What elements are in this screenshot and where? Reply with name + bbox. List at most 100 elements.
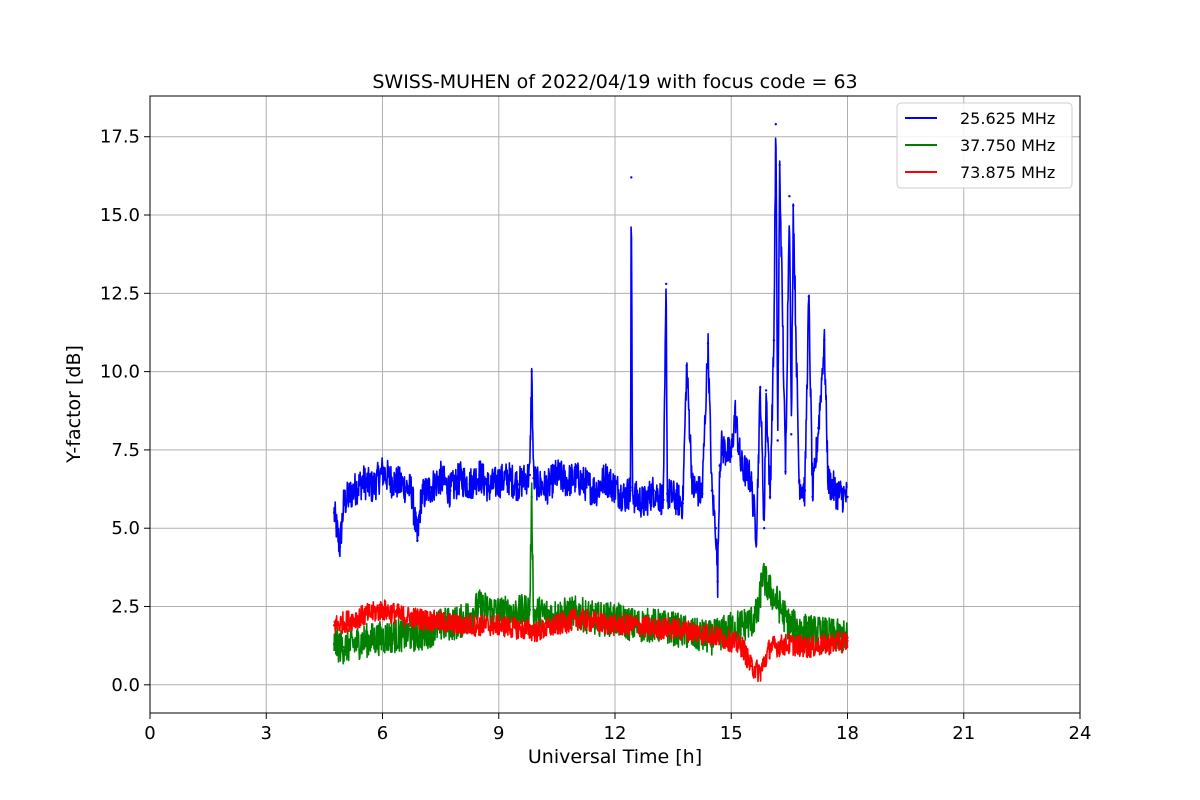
y-axis-title: Y-factor [dB] [63,345,85,464]
data-point [623,495,626,499]
data-point [803,489,807,492]
data-point [710,633,714,636]
data-point [691,486,694,489]
data-point [652,489,655,492]
data-point [487,486,491,489]
chart-title: SWISS-MUHEN of 2022/04/19 with focus cod… [372,71,857,93]
data-point [671,495,675,499]
data-point [774,123,777,126]
data-point [792,204,795,207]
data-point [478,605,481,608]
legend-label-25625: 25.625 MHz [960,109,1055,128]
x-tick-label: 12 [604,723,627,744]
data-point [631,486,634,489]
data-point [361,614,365,618]
data-point [807,646,810,649]
data-point [478,624,481,627]
data-point [400,614,404,618]
data-point [846,495,849,499]
data-point [739,464,743,467]
series-layer [332,123,849,683]
data-point [846,639,849,643]
data-point [790,433,793,436]
data-point [565,480,568,483]
data-point [507,476,510,480]
data-point [400,633,404,636]
data-point [400,483,404,486]
data-point [532,476,535,480]
data-point [536,483,539,486]
data-point [784,470,787,473]
data-point [749,476,752,480]
data-point [718,464,721,467]
data-point [706,342,710,345]
data-point [633,495,636,499]
data-point [332,642,336,646]
y-tick-label: 2.5 [111,597,140,618]
x-tick-label: 6 [377,723,388,744]
data-point [797,480,801,483]
legend-box [896,102,1073,189]
data-point [352,489,355,492]
data-point [768,589,772,593]
y-tick-label: 15.0 [100,205,140,226]
data-point [691,630,694,633]
x-tick-label: 3 [261,723,272,744]
series-line-73875 [333,599,849,683]
data-point [497,611,500,614]
y-tick-label: 17.5 [100,127,140,148]
data-point [772,339,776,342]
data-point [613,486,617,489]
data-point [788,195,791,198]
data-point [528,608,531,611]
data-point [613,624,617,627]
data-point [604,476,607,480]
data-point [332,511,336,514]
data-point [768,646,772,649]
data-point [342,646,345,649]
y-tick-label: 0.0 [111,675,140,696]
data-point [685,364,688,367]
data-point [381,636,384,639]
data-point [594,621,597,624]
x-tick-label: 0 [144,723,155,744]
data-point [710,489,714,492]
data-point [342,502,345,505]
data-point [788,624,791,627]
y-tick-label: 12.5 [100,283,140,304]
data-point [733,411,737,414]
data-point [497,624,500,627]
data-point [701,492,704,495]
data-point [478,473,481,477]
data-point [420,617,423,621]
data-point [817,426,820,430]
data-point [555,624,559,627]
y-tick-label: 5.0 [111,518,140,539]
x-tick-label: 24 [1069,723,1092,744]
data-point [516,627,520,630]
data-point [764,389,768,392]
x-tick-label: 18 [836,723,859,744]
data-point [652,627,655,630]
series-line-37750 [333,482,849,665]
data-point [361,639,365,643]
data-point [836,492,839,495]
data-point [530,495,533,499]
data-point [826,642,830,646]
data-point [807,295,810,298]
data-point [575,476,578,480]
data-point [749,621,752,624]
x-tick-label: 9 [493,723,504,744]
data-point [681,502,684,505]
data-point [716,580,719,583]
data-point [730,639,733,643]
data-point [536,630,539,633]
data-point [371,486,374,489]
legend-label-37750: 37.750 MHz [960,136,1055,155]
data-point [633,624,636,627]
data-point [823,339,826,342]
data-point [532,614,535,618]
x-tick-label: 21 [952,723,975,744]
data-point [474,608,477,611]
